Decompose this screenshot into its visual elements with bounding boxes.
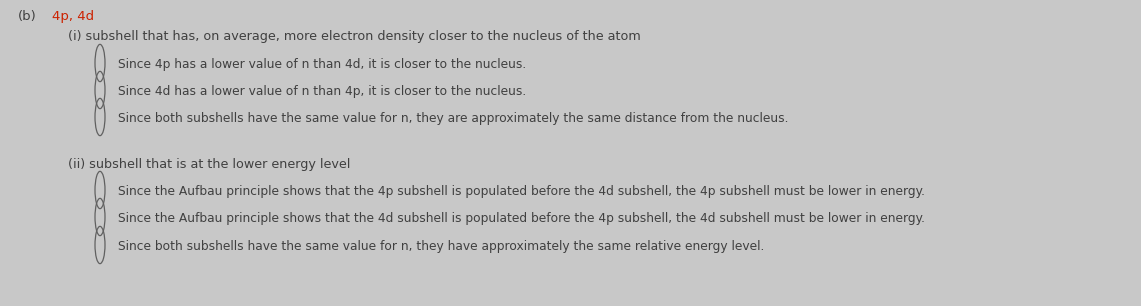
- Text: Since the Aufbau principle shows that the 4p subshell is populated before the 4d: Since the Aufbau principle shows that th…: [118, 185, 925, 198]
- Text: (i) subshell that has, on average, more electron density closer to the nucleus o: (i) subshell that has, on average, more …: [68, 30, 641, 43]
- Text: (ii) subshell that is at the lower energy level: (ii) subshell that is at the lower energ…: [68, 158, 350, 171]
- Text: Since both subshells have the same value for n, they have approximately the same: Since both subshells have the same value…: [118, 240, 764, 253]
- Text: (b): (b): [18, 10, 37, 23]
- Text: Since the Aufbau principle shows that the 4d subshell is populated before the 4p: Since the Aufbau principle shows that th…: [118, 212, 925, 225]
- Text: Since 4p has a lower value of n than 4d, it is closer to the nucleus.: Since 4p has a lower value of n than 4d,…: [118, 58, 526, 71]
- Text: Since both subshells have the same value for n, they are approximately the same : Since both subshells have the same value…: [118, 112, 788, 125]
- Text: Since 4d has a lower value of n than 4p, it is closer to the nucleus.: Since 4d has a lower value of n than 4p,…: [118, 85, 526, 98]
- Text: 4p, 4d: 4p, 4d: [52, 10, 94, 23]
